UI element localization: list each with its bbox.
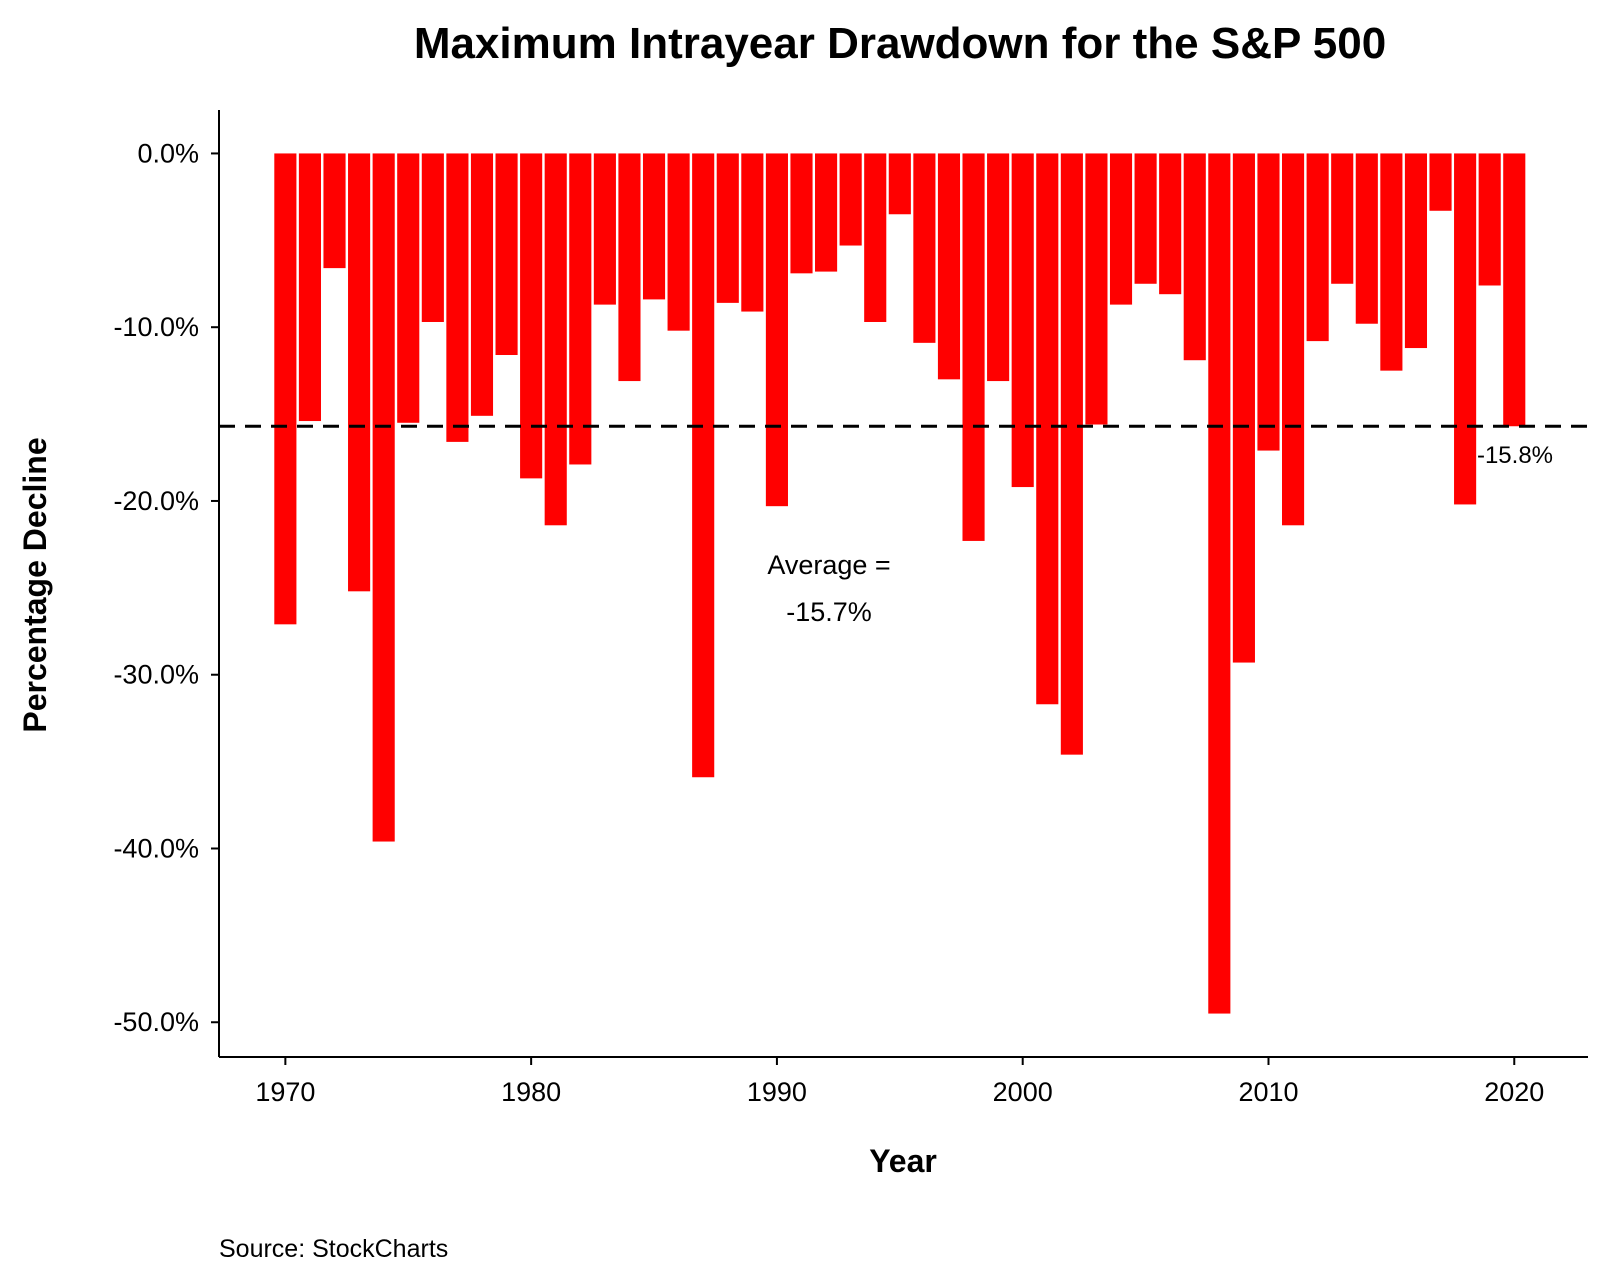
y-axis-ticks: 0.0% -10.0% -20.0% -30.0% -40.0% -50.0%	[113, 138, 219, 1037]
bar-1993	[839, 153, 862, 246]
bar-1983	[593, 153, 616, 305]
x-axis-ticks: 1970 1980 1990 2000 2010 2020	[255, 1057, 1544, 1107]
x-tick-label: 1980	[501, 1077, 561, 1107]
bar-2008	[1208, 153, 1231, 1014]
bar-1996	[913, 153, 936, 343]
bar-1997	[937, 153, 961, 380]
bar-1972	[323, 153, 346, 269]
bar-1989	[741, 153, 764, 312]
y-tick-label: -20.0%	[113, 486, 199, 516]
y-axis-title: Percentage Decline	[17, 437, 53, 732]
bar-1988	[716, 153, 739, 303]
bar-2010	[1257, 153, 1280, 451]
bar-2011	[1282, 153, 1305, 526]
bar-2016	[1404, 153, 1428, 349]
x-tick-label: 1970	[255, 1077, 315, 1107]
bar-1985	[642, 153, 666, 300]
bar-1979	[495, 153, 518, 356]
bar-1994	[864, 153, 887, 322]
bar-1977	[446, 153, 469, 442]
bar-2002	[1060, 153, 1083, 755]
y-tick-label: 0.0%	[137, 138, 199, 168]
bar-1975	[397, 153, 420, 423]
y-tick-label: -40.0%	[113, 833, 199, 863]
bar-1981	[544, 153, 567, 526]
bar-2001	[1036, 153, 1059, 705]
x-tick-label: 2000	[993, 1077, 1053, 1107]
y-tick-label: -50.0%	[113, 1007, 199, 1037]
bar-1991	[790, 153, 813, 274]
x-tick-label: 1990	[747, 1077, 807, 1107]
y-tick-label: -10.0%	[113, 312, 199, 342]
bar-2005	[1134, 153, 1157, 284]
bar-2019	[1478, 153, 1501, 286]
bar-1999	[987, 153, 1010, 382]
source-note: Source: StockCharts	[219, 1235, 448, 1263]
y-tick-label: -30.0%	[113, 660, 199, 690]
average-annotation-line2: -15.7%	[786, 597, 872, 627]
chart-title: Maximum Intrayear Drawdown for the S&P 5…	[414, 19, 1386, 68]
bar-2020	[1503, 153, 1526, 427]
bar-1982	[569, 153, 592, 465]
last-value-annotation: -15.8%	[1477, 442, 1553, 469]
bar-2017	[1429, 153, 1452, 211]
bar-1986	[667, 153, 690, 331]
bar-1974	[372, 153, 395, 842]
bar-2014	[1355, 153, 1378, 324]
bar-1976	[421, 153, 444, 322]
average-annotation-line1: Average =	[767, 550, 890, 580]
bar-1973	[348, 153, 371, 592]
bar-1998	[962, 153, 985, 541]
bar-1990	[765, 153, 788, 507]
bar-2006	[1159, 153, 1182, 295]
bar-1978	[470, 153, 494, 416]
bar-2000	[1011, 153, 1034, 488]
x-tick-label: 2010	[1238, 1077, 1298, 1107]
bar-1995	[888, 153, 911, 215]
bar-1992	[815, 153, 838, 272]
bar-2003	[1085, 153, 1108, 425]
bar-1984	[618, 153, 641, 382]
bars-group	[274, 153, 1526, 1014]
bar-1970	[274, 153, 297, 625]
bar-2009	[1232, 153, 1255, 663]
bar-2012	[1306, 153, 1329, 342]
bar-2004	[1109, 153, 1133, 305]
bar-2015	[1380, 153, 1403, 371]
bar-2007	[1183, 153, 1206, 361]
bar-2013	[1331, 153, 1354, 284]
bar-1987	[692, 153, 715, 778]
x-axis-title: Year	[869, 1143, 937, 1179]
bar-2018	[1454, 153, 1477, 505]
x-tick-label: 2020	[1484, 1077, 1544, 1107]
bar-1971	[298, 153, 321, 422]
bar-1980	[520, 153, 543, 479]
